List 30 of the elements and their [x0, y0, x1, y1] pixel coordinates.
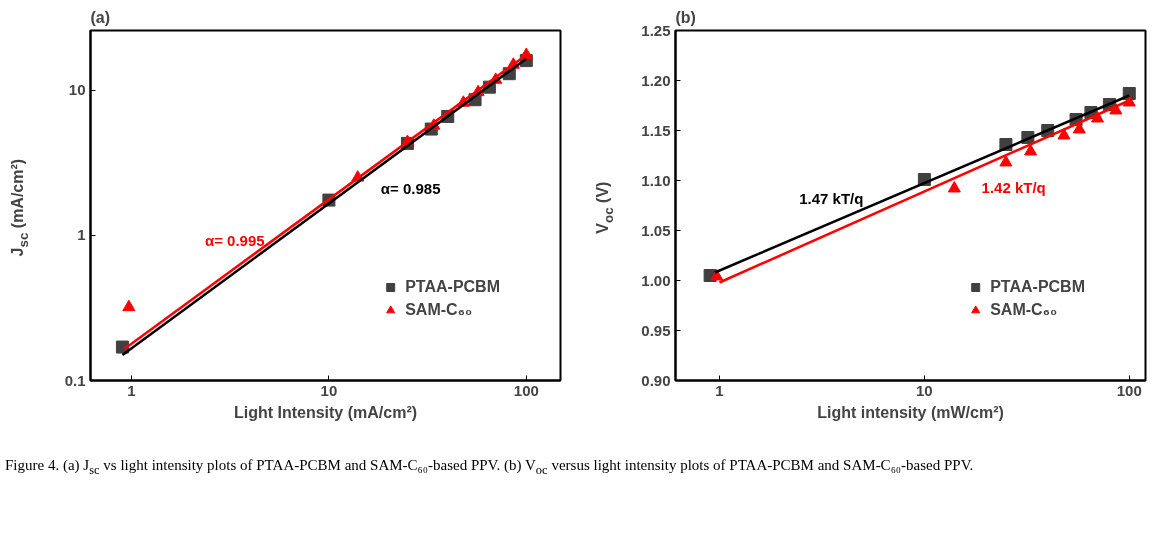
- y-tick-label: 1.15: [641, 121, 671, 139]
- y-tick-label: 0.90: [641, 371, 671, 389]
- x-axis-title: Light Intensity (mA/cm²): [233, 403, 418, 421]
- y-tick-label: 1.10: [641, 171, 671, 189]
- y-tick-label: 1.05: [641, 221, 671, 239]
- y-tick-label: 1.20: [641, 71, 671, 89]
- chart-title: (b): [675, 8, 696, 26]
- series-label: α= 0.995: [204, 231, 265, 249]
- legend-label: SAM-C₆₀: [990, 301, 1058, 319]
- x-tick-label: 100: [513, 381, 539, 399]
- series-label: α= 0.985: [380, 180, 441, 198]
- x-tick-label: 100: [1116, 381, 1142, 399]
- y-tick-label: 0.95: [641, 321, 671, 339]
- y-tick-label: 1.25: [641, 21, 671, 39]
- x-tick-label: 1: [715, 381, 724, 399]
- legend-label: SAM-C₆₀: [405, 301, 473, 319]
- legend-label: PTAA-PCBM: [405, 278, 500, 296]
- series-label: 1.47 kT/q: [799, 190, 864, 208]
- y-tick-label: 0.1: [64, 371, 86, 389]
- y-tick-label: 1: [77, 226, 86, 244]
- series-label: 1.42 kT/q: [981, 178, 1046, 196]
- legend-label: PTAA-PCBM: [990, 278, 1085, 296]
- chart-title: (a): [90, 8, 111, 26]
- x-tick-label: 10: [916, 381, 933, 399]
- caption: Figure 4. (a) J$_{sc}$ vs light intensity plots of PTAA-PCBM and SAM-C₆₀-based PPV. (b) V$_{oc}$ versus light intensity plots of PTAA-PCBM and SAM-C₆₀-based PPV.: [5, 456, 975, 479]
- x-axis-title: Light intensity (mW/cm²): [817, 403, 1004, 421]
- y-tick-label: 1.00: [641, 271, 671, 289]
- x-tick-label: 1: [127, 381, 136, 399]
- y-tick-label: 10: [68, 81, 86, 99]
- x-tick-label: 10: [320, 381, 338, 399]
